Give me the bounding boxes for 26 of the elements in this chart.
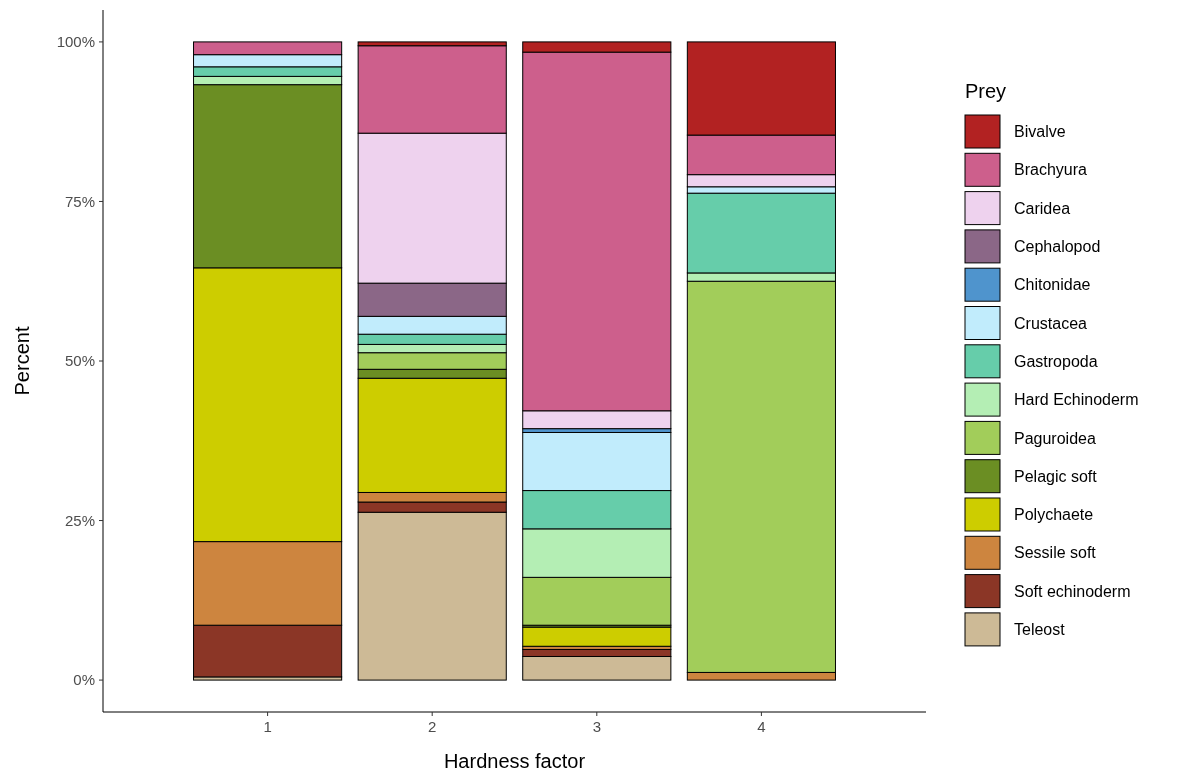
y-axis-title: Percent — [11, 326, 33, 396]
x-axis-title: Hardness factor — [443, 750, 586, 772]
x-tick-label: 2 — [428, 718, 437, 735]
y-tick-label: 50% — [64, 352, 95, 370]
legend-label: Caridea — [1014, 199, 1071, 217]
legend-label: Pelagic soft — [1014, 467, 1098, 485]
y-tick-label: 0% — [73, 671, 95, 689]
legend-label: Polychaete — [1014, 506, 1094, 524]
x-tick-label: 4 — [757, 718, 766, 735]
y-tick-label: 25% — [64, 511, 95, 529]
legend-label: Cephalopod — [1014, 238, 1101, 255]
x-tick-label: 3 — [592, 718, 601, 735]
legend-label: Chitonidae — [1014, 276, 1091, 294]
y-tick-label: 100% — [56, 33, 95, 51]
legend-label: Bivalve — [1014, 123, 1066, 141]
legend-label: Paguroidea — [1014, 429, 1096, 447]
y-tick-label: 75% — [64, 192, 95, 210]
legend-label: Hard Echinoderm — [1014, 391, 1139, 409]
legend-label: Teleost — [1014, 621, 1066, 638]
legend-label: Soft echinoderm — [1014, 582, 1131, 600]
x-tick-label: 1 — [263, 718, 272, 735]
legend-label: Gastropoda — [1014, 352, 1098, 370]
legend-label: Crustacea — [1014, 314, 1088, 332]
legend-label: Brachyura — [1014, 161, 1088, 179]
legend-title: Prey — [965, 80, 1007, 102]
legend-label: Sessile soft — [1014, 544, 1097, 562]
